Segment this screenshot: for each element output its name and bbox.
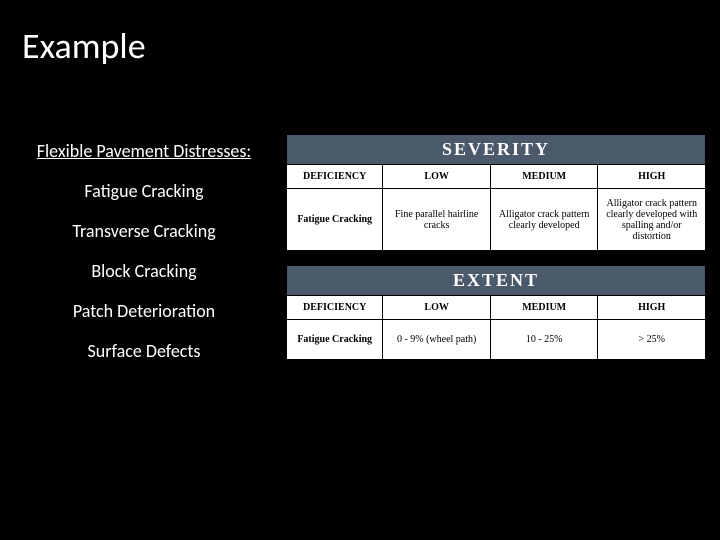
cell-medium: 10 - 25%: [490, 320, 598, 360]
col-header: MEDIUM: [490, 296, 598, 320]
extent-banner: EXTENT: [287, 266, 706, 296]
cell-high: > 25%: [598, 320, 706, 360]
col-header: MEDIUM: [490, 165, 598, 189]
slide-title: Example: [0, 0, 720, 68]
cell-low: Fine parallel hairline cracks: [383, 189, 491, 251]
list-item: Block Cracking: [14, 260, 274, 282]
severity-table: SEVERITY DEFICIENCY LOW MEDIUM HIGH Fati…: [286, 134, 706, 251]
col-header: DEFICIENCY: [287, 296, 383, 320]
cell-high: Alligator crack pattern clearly develope…: [598, 189, 706, 251]
list-item: Fatigue Cracking: [14, 180, 274, 202]
cell-medium: Alligator crack pattern clearly develope…: [490, 189, 598, 251]
table-row: Fatigue Cracking Fine parallel hairline …: [287, 189, 706, 251]
table-row: Fatigue Cracking 0 - 9% (wheel path) 10 …: [287, 320, 706, 360]
cell-deficiency: Fatigue Cracking: [287, 320, 383, 360]
cell-low: 0 - 9% (wheel path): [383, 320, 491, 360]
col-header: LOW: [383, 296, 491, 320]
extent-table: EXTENT DEFICIENCY LOW MEDIUM HIGH Fatigu…: [286, 265, 706, 360]
list-item: Transverse Cracking: [14, 220, 274, 242]
col-header: HIGH: [598, 296, 706, 320]
list-item: Surface Defects: [14, 340, 274, 362]
col-header: LOW: [383, 165, 491, 189]
col-header: HIGH: [598, 165, 706, 189]
severity-banner: SEVERITY: [287, 135, 706, 165]
col-header: DEFICIENCY: [287, 165, 383, 189]
distress-list: Flexible Pavement Distresses: Fatigue Cr…: [14, 140, 274, 380]
cell-deficiency: Fatigue Cracking: [287, 189, 383, 251]
tables-region: SEVERITY DEFICIENCY LOW MEDIUM HIGH Fati…: [286, 134, 706, 374]
distress-heading: Flexible Pavement Distresses:: [14, 140, 274, 162]
list-item: Patch Deterioration: [14, 300, 274, 322]
